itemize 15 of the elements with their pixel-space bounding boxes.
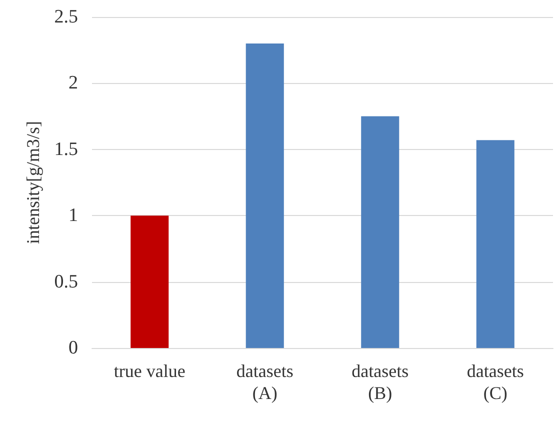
y-tick-label: 1 (68, 205, 78, 226)
y-axis-title: intensity[g/m3/s] (23, 121, 43, 244)
x-tick-label: datasets (C) (466, 361, 524, 403)
bar (246, 43, 284, 348)
y-tick-label: 1.5 (54, 138, 78, 160)
bar (361, 116, 400, 348)
bar (476, 140, 514, 348)
y-tick-label: 2.5 (54, 6, 78, 28)
x-tick-label: datasets (B) (352, 361, 409, 403)
x-tick-label: true value (114, 361, 186, 381)
x-tick-label: datasets (A) (236, 361, 294, 403)
bar (130, 216, 169, 348)
y-tick-label: 0.5 (54, 271, 78, 292)
y-tick-label: 2 (68, 72, 78, 94)
y-tick-label: 0 (68, 338, 78, 358)
